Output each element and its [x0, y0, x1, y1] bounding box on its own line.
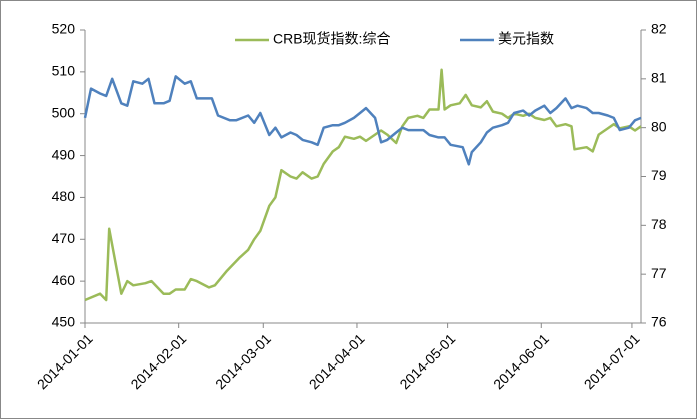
y-tick-label: 460: [52, 272, 76, 288]
y2-tick-label: 79: [651, 167, 667, 183]
y-tick-label: 490: [52, 146, 76, 162]
y-tick-label: 480: [52, 188, 76, 204]
y2-tick-label: 82: [651, 21, 667, 37]
y-tick-label: 500: [52, 104, 76, 120]
series-line: [83, 75, 642, 166]
legend-label: CRB现货指数:综合: [273, 31, 390, 47]
y2-tick-label: 78: [651, 216, 667, 232]
y2-tick-label: 76: [651, 314, 667, 330]
y-tick-label: 510: [52, 63, 76, 79]
y-tick-label: 450: [52, 314, 76, 330]
y2-tick-label: 77: [651, 265, 667, 281]
y2-tick-label: 80: [651, 118, 667, 134]
y-tick-label: 520: [52, 21, 76, 37]
legend-label: 美元指数: [498, 31, 554, 47]
y2-tick-label: 81: [651, 70, 667, 86]
y-tick-label: 470: [52, 230, 76, 246]
series-line: [84, 68, 642, 302]
